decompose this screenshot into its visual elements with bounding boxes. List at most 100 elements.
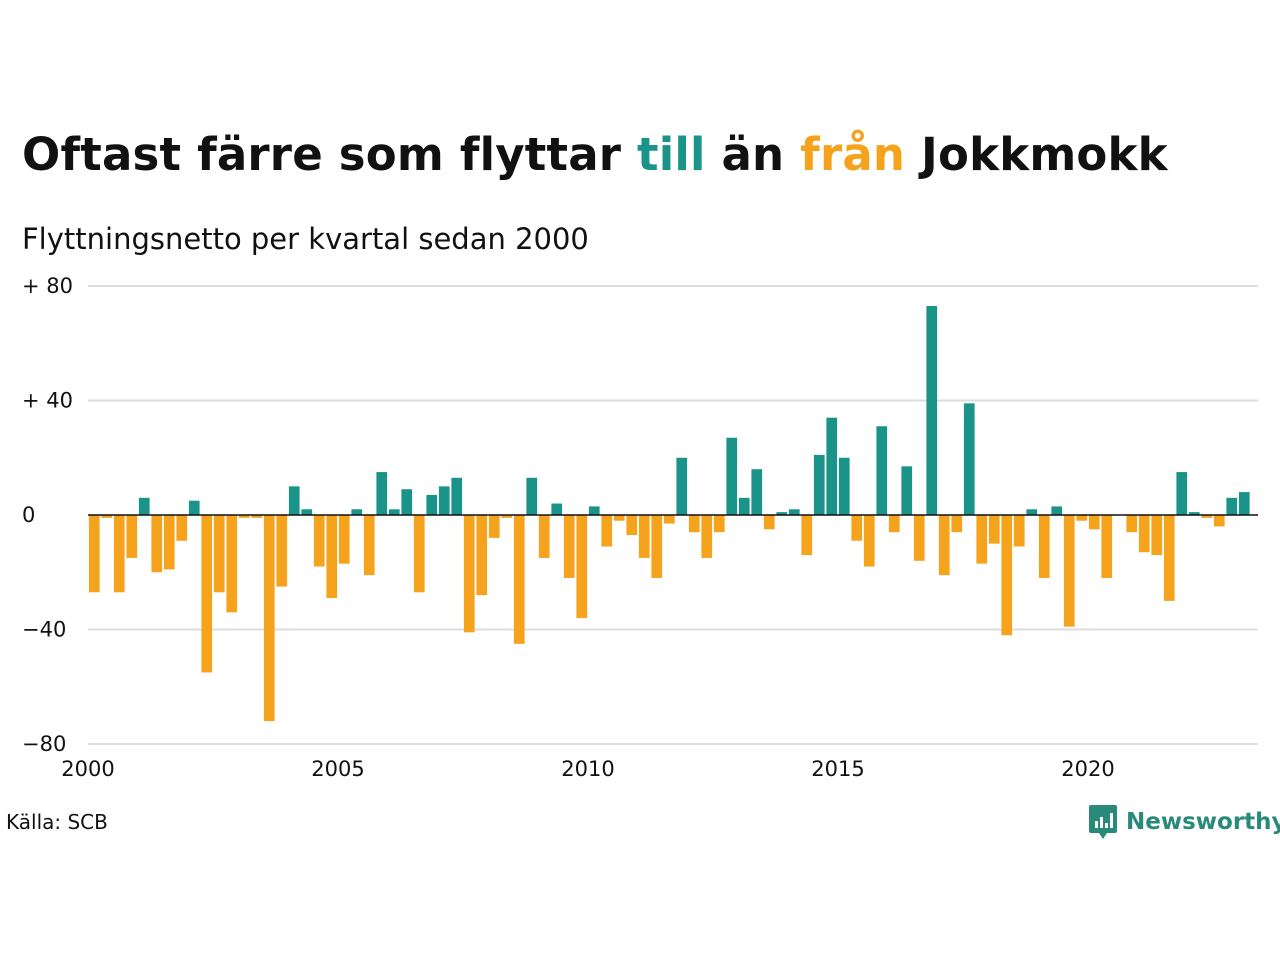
bar <box>126 515 138 558</box>
bar <box>451 477 463 515</box>
bar <box>1201 515 1213 518</box>
bar <box>501 515 513 518</box>
bar <box>276 515 288 587</box>
bar <box>626 515 638 536</box>
chart-title: Oftast färre som flyttar till än från Jo… <box>22 128 1168 181</box>
bar <box>476 515 488 596</box>
y-tick-label: −40 <box>22 618 66 642</box>
bar <box>1238 492 1250 515</box>
bar <box>1051 506 1063 515</box>
bar <box>1213 515 1225 527</box>
bar <box>926 306 938 515</box>
bar <box>463 515 475 633</box>
bar <box>563 515 575 578</box>
bar <box>826 417 838 515</box>
bar <box>263 515 275 722</box>
x-tick-label: 2005 <box>311 757 364 781</box>
bar <box>201 515 213 673</box>
bar <box>888 515 900 533</box>
bar <box>1226 497 1238 515</box>
bar <box>401 489 413 515</box>
bar <box>1101 515 1113 578</box>
bar <box>488 515 500 538</box>
title-part-3: än <box>705 128 801 181</box>
bar <box>963 403 975 515</box>
bar <box>88 515 100 593</box>
bar <box>538 515 550 558</box>
bar <box>638 515 650 558</box>
bar <box>776 512 788 515</box>
bar <box>901 466 913 515</box>
bar <box>1001 515 1013 636</box>
title-highlight-fran: från <box>800 128 906 181</box>
bar <box>313 515 325 567</box>
bar <box>701 515 713 558</box>
bar <box>863 515 875 567</box>
brand-name: Newsworthy <box>1126 809 1280 835</box>
bar <box>238 515 250 518</box>
bar <box>601 515 613 547</box>
bar <box>1013 515 1025 547</box>
y-tick-label: 0 <box>22 503 35 527</box>
y-tick-label: −80 <box>22 732 66 756</box>
bar <box>1151 515 1163 556</box>
bar <box>876 426 888 515</box>
x-tick-label: 2015 <box>811 757 864 781</box>
bar <box>413 515 425 593</box>
bar <box>838 457 850 515</box>
bar <box>138 497 150 515</box>
bar <box>1076 515 1088 521</box>
bar <box>351 509 363 515</box>
bar <box>688 515 700 533</box>
bar <box>426 494 438 515</box>
bar <box>326 515 338 599</box>
bar <box>113 515 125 593</box>
title-part-1: Oftast färre som flyttar <box>22 128 638 181</box>
bar <box>338 515 350 564</box>
title-part-5: Jokkmokk <box>905 128 1168 181</box>
bar <box>1063 515 1075 627</box>
x-tick-label: 2020 <box>1061 757 1114 781</box>
x-tick-label: 2000 <box>61 757 114 781</box>
bar <box>588 506 600 515</box>
x-tick-label: 2010 <box>561 757 614 781</box>
bar <box>1126 515 1138 533</box>
bar <box>226 515 238 613</box>
bar <box>288 486 300 516</box>
bar <box>1138 515 1150 553</box>
bar <box>651 515 663 578</box>
bar <box>976 515 988 564</box>
bar <box>438 486 450 516</box>
bar <box>101 515 113 518</box>
bar <box>1038 515 1050 578</box>
bar <box>251 515 263 518</box>
bar <box>813 454 825 515</box>
bar <box>176 515 188 541</box>
bar <box>938 515 950 576</box>
bar <box>988 515 1000 544</box>
bar <box>676 457 688 515</box>
bar <box>1088 515 1100 530</box>
source-note: Källa: SCB <box>6 810 108 834</box>
bar <box>188 500 200 515</box>
newsworthy-logo-icon <box>1089 805 1117 839</box>
bar <box>851 515 863 541</box>
bar <box>1188 512 1200 515</box>
bar <box>751 469 763 515</box>
bar <box>788 509 800 515</box>
bar <box>376 472 388 515</box>
bar <box>801 515 813 556</box>
bar <box>763 515 775 530</box>
bar <box>388 509 400 515</box>
bar <box>1026 509 1038 515</box>
bar <box>551 503 563 515</box>
bar <box>663 515 675 524</box>
bar <box>951 515 963 533</box>
bar <box>301 509 313 515</box>
bar <box>526 477 538 515</box>
bar <box>738 497 750 515</box>
bar <box>576 515 588 619</box>
bar <box>213 515 225 593</box>
bar <box>1176 472 1188 515</box>
